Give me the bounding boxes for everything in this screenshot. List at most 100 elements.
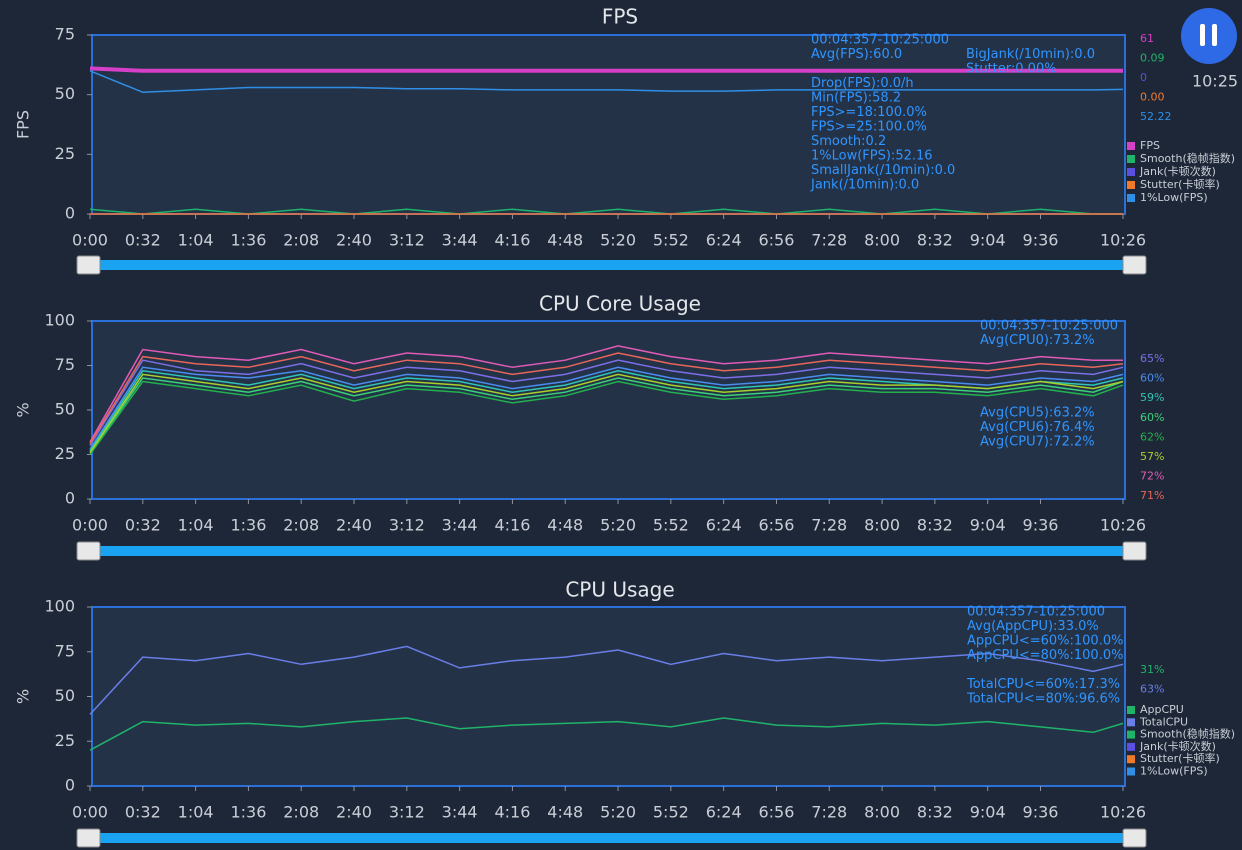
stat-line: SmallJank(/10min):0.0 <box>811 163 955 178</box>
x-tick-label: 2:08 <box>283 516 319 535</box>
x-tick-label: 1:04 <box>178 231 214 250</box>
y-axis-label: FPS <box>14 110 33 139</box>
range-slider-track <box>90 260 1135 270</box>
x-tick-label: 10:26 <box>1100 231 1146 250</box>
x-tick-label: 10:26 <box>1100 516 1146 535</box>
range-slider-handle <box>76 828 101 848</box>
current-value: 60% <box>1140 411 1164 424</box>
series-line <box>89 380 1124 455</box>
x-tick-label: 4:16 <box>494 516 530 535</box>
range-slider-handle <box>1122 541 1147 561</box>
x-tick-label: 9:36 <box>1023 231 1059 250</box>
x-tick-label: 0:32 <box>125 516 161 535</box>
x-tick-label: 4:16 <box>494 803 530 822</box>
stat-line: 00:04:357-10:25:000 <box>967 605 1105 620</box>
legend-swatch <box>1127 767 1135 776</box>
y-tick-label: 100 <box>44 597 75 616</box>
series-line <box>89 377 1124 454</box>
x-tick-label: 6:24 <box>706 516 742 535</box>
x-tick-label: 9:36 <box>1023 516 1059 535</box>
stat-line: Avg(AppCPU):33.0% <box>967 619 1099 634</box>
legend-label: Jank(卡顿次数) <box>1139 164 1216 178</box>
x-tick-label: 0:32 <box>125 803 161 822</box>
current-value: 52.22 <box>1140 110 1172 123</box>
legend-swatch <box>1127 742 1135 751</box>
legend-label: FPS <box>1140 139 1160 152</box>
range-slider-track <box>90 833 1135 843</box>
y-tick-label: 75 <box>55 355 75 374</box>
current-value: 62% <box>1140 430 1164 443</box>
stat-line: Smooth:0.2 <box>811 134 886 149</box>
series-line <box>89 645 1124 715</box>
y-tick-label: 50 <box>55 400 75 419</box>
plot-area <box>91 34 1126 215</box>
series-line <box>89 366 1124 450</box>
chart-title: FPS <box>602 5 638 29</box>
stat-line: 1%Low(FPS):52.16 <box>811 149 933 164</box>
x-tick-label: 7:28 <box>811 803 847 822</box>
legend-swatch <box>1127 730 1135 739</box>
x-tick-label: 4:16 <box>494 231 530 250</box>
current-value: 63% <box>1140 683 1164 696</box>
series-line <box>89 66 1123 73</box>
legend-swatch <box>1127 142 1135 150</box>
legend-swatch <box>1127 755 1135 764</box>
legend-label: Stutter(卡顿率) <box>1140 751 1220 765</box>
legend-label: AppCPU <box>1140 703 1184 716</box>
x-tick-label: 0:00 <box>72 231 108 250</box>
x-tick-label: 2:08 <box>283 803 319 822</box>
series-line <box>89 717 1124 751</box>
stat-line: Jank(/10min):0.0 <box>810 178 919 193</box>
x-tick-label: 5:20 <box>600 231 636 250</box>
legend-swatch <box>1127 706 1135 714</box>
series-line <box>89 352 1124 445</box>
x-tick-label: 3:44 <box>442 516 478 535</box>
x-tick-label: 9:04 <box>970 231 1006 250</box>
series-line <box>89 208 1123 215</box>
stat-line: Stutter:0.00% <box>966 62 1057 77</box>
range-slider-handle <box>76 255 101 275</box>
range-slider-handle <box>76 541 101 561</box>
x-tick-label: 3:44 <box>442 231 478 250</box>
plot-area <box>91 606 1126 787</box>
x-tick-label: 10:26 <box>1100 803 1146 822</box>
x-tick-label: 4:48 <box>547 803 583 822</box>
legend-label: 1%Low(FPS) <box>1140 191 1208 204</box>
pause-button[interactable] <box>1181 8 1237 64</box>
series-line <box>89 70 1124 94</box>
x-tick-label: 2:40 <box>336 231 372 250</box>
x-tick-label: 0:32 <box>125 231 161 250</box>
current-value: 61 <box>1140 32 1154 45</box>
current-value: 31% <box>1140 663 1164 676</box>
x-tick-label: 7:28 <box>811 516 847 535</box>
x-tick-label: 1:36 <box>230 516 266 535</box>
current-value: 0 <box>1140 71 1147 84</box>
series-line <box>89 373 1124 454</box>
x-tick-label: 6:56 <box>758 516 794 535</box>
x-tick-label: 8:32 <box>917 231 953 250</box>
y-tick-label: 0 <box>65 489 75 508</box>
x-tick-label: 3:12 <box>389 803 425 822</box>
current-value: 72% <box>1140 470 1164 483</box>
x-tick-label: 0:00 <box>72 803 108 822</box>
current-value: 0.09 <box>1140 52 1165 65</box>
stat-line: TotalCPU<=60%:17.3% <box>966 677 1120 692</box>
current-value: 60% <box>1140 372 1164 385</box>
legend-swatch <box>1127 181 1135 189</box>
x-tick-label: 8:00 <box>864 516 900 535</box>
legend-swatch <box>1127 194 1135 202</box>
stat-line: Drop(FPS):0.0/h <box>811 76 914 91</box>
current-value: 59% <box>1140 391 1164 404</box>
x-tick-label: 5:52 <box>653 803 689 822</box>
stat-line: AppCPU<=60%:100.0% <box>967 634 1123 649</box>
x-tick-label: 8:00 <box>864 231 900 250</box>
pause-icon <box>1212 24 1217 46</box>
current-value: 0.00 <box>1140 91 1165 104</box>
y-tick-label: 25 <box>55 144 75 163</box>
current-value: 57% <box>1140 450 1164 463</box>
range-slider-handle <box>1122 828 1147 848</box>
legend-label: 1%Low(FPS) <box>1140 765 1208 778</box>
x-tick-label: 5:20 <box>600 803 636 822</box>
series-line <box>89 345 1123 443</box>
x-tick-label: 3:44 <box>442 803 478 822</box>
